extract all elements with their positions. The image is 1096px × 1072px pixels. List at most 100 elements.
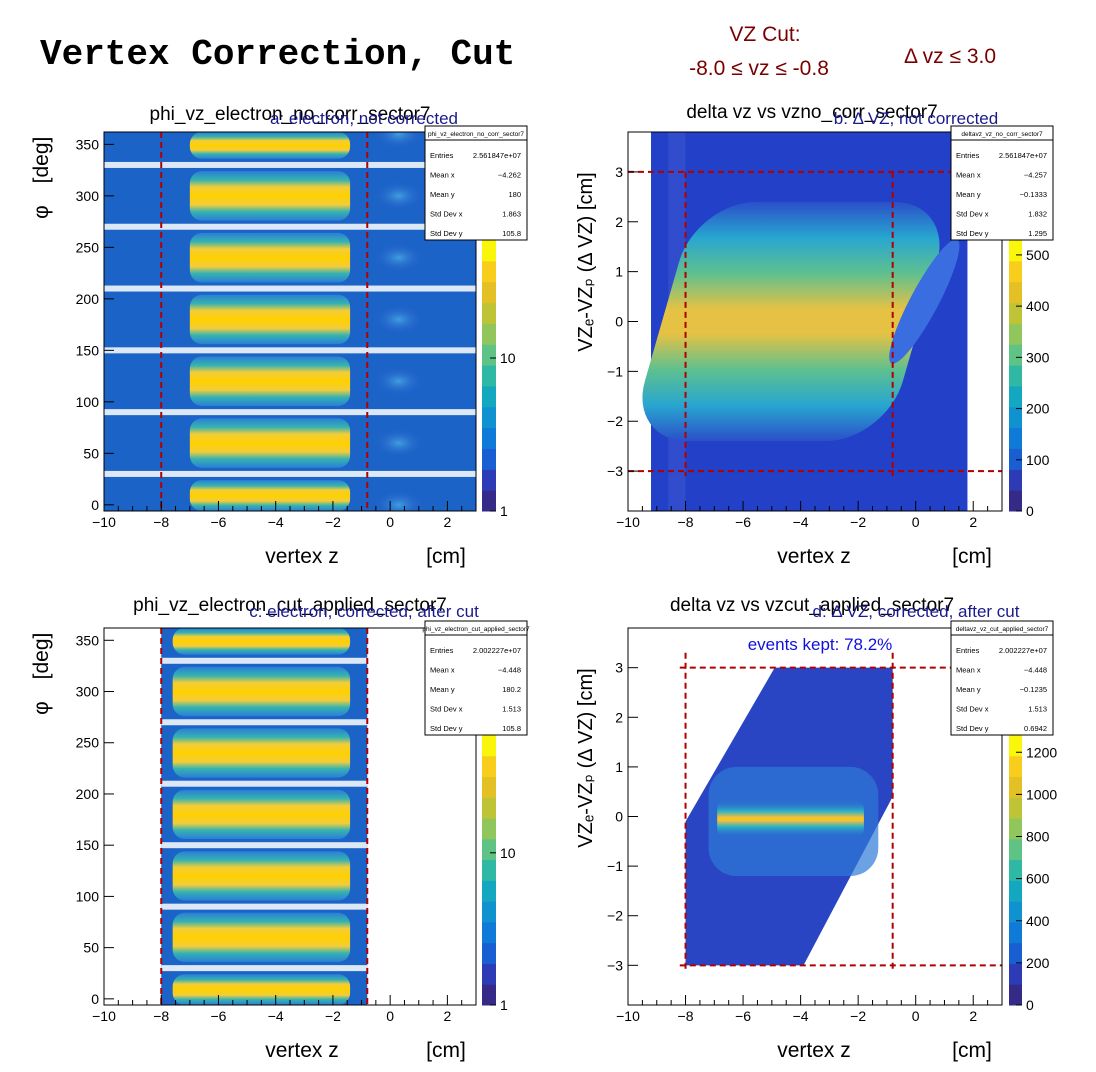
color-bar-segment <box>1009 490 1022 512</box>
stats-key: Mean y <box>956 685 981 694</box>
density-band <box>189 132 351 159</box>
color-bar-segment <box>482 323 496 345</box>
density-lobe <box>374 181 423 210</box>
color-bar-label: 200 <box>1026 401 1050 417</box>
density-band <box>172 912 351 962</box>
stats-value: −4.262 <box>498 171 521 180</box>
color-bar: 0 100 200 300 400 500 <box>1009 240 1050 519</box>
sector-gap <box>161 780 368 787</box>
color-bar-segment <box>1009 755 1022 778</box>
color-bar-segment <box>482 901 496 923</box>
y-tick-label: 1 <box>615 759 623 775</box>
stats-value: 1.832 <box>1028 210 1047 219</box>
color-bar-segment <box>1009 984 1022 1006</box>
color-bar-segment <box>1009 735 1022 757</box>
color-bar-segment <box>482 448 496 470</box>
color-bar-segment <box>482 838 496 861</box>
density-band <box>189 356 351 406</box>
stats-value: 180 <box>508 190 521 199</box>
color-bar: 1 10 <box>482 735 516 1013</box>
x-tick-label: −4 <box>268 514 284 530</box>
stats-key: Entries <box>430 646 454 655</box>
stats-value: 2.561847e+07 <box>473 151 521 160</box>
sector-gap <box>161 965 368 972</box>
color-bar-segment <box>1009 797 1022 819</box>
color-bar-label: 1 <box>500 503 508 519</box>
color-bar-segment <box>1009 365 1022 387</box>
x-tick-label: 0 <box>386 1008 394 1024</box>
color-bar-segment <box>482 921 496 944</box>
y-tick-label: 150 <box>76 342 100 358</box>
color-bar-segment <box>482 469 496 491</box>
y-tick-label: 2 <box>615 709 623 725</box>
y-tick-label: 300 <box>76 188 100 204</box>
plot-area <box>104 132 476 511</box>
x-tick-label: −2 <box>850 514 866 530</box>
x-tick-label: −8 <box>153 1008 169 1024</box>
color-bar-segment <box>1009 963 1022 985</box>
color-bar-segment <box>482 260 496 283</box>
color-bar-segment <box>1009 776 1022 798</box>
stats-value: 1.863 <box>502 210 521 219</box>
color-bar-segment <box>1009 240 1022 262</box>
color-bar-segment <box>1009 323 1022 345</box>
stats-key: Std Dev x <box>956 210 989 219</box>
plot-area <box>685 667 893 966</box>
color-bar-segment <box>482 755 496 778</box>
stats-key: Mean y <box>430 685 455 694</box>
stats-box-name: phi_vz_electron_no_corr_sector7 <box>428 131 524 138</box>
color-bar-label: 500 <box>1026 247 1050 263</box>
secondary-lobe <box>889 239 960 364</box>
x-axis-label: vertex z <box>777 545 851 568</box>
y-tick-label: 150 <box>76 837 100 853</box>
vz-cut-range: -8.0 ≤ vz ≤ -0.8 <box>689 57 829 80</box>
color-bar-segment <box>1009 281 1022 304</box>
density-band <box>189 480 351 511</box>
color-bar-segment <box>1009 344 1022 366</box>
density-band <box>189 232 351 283</box>
color-bar-label: 600 <box>1026 871 1050 887</box>
density-band <box>189 171 351 221</box>
stats-value: 1.513 <box>1028 705 1047 714</box>
color-bar-segment <box>482 859 496 881</box>
x-tick-label: −10 <box>616 1008 640 1024</box>
x-tick-label: −4 <box>268 1008 284 1024</box>
color-bar-label: 0 <box>1026 997 1034 1013</box>
stats-key: Entries <box>956 646 980 655</box>
density-lobe <box>374 429 423 458</box>
stats-value: 1.295 <box>1028 229 1047 238</box>
density-lobe <box>374 490 423 511</box>
y-tick-label: 2 <box>615 214 623 230</box>
color-bar-segment <box>1009 427 1022 449</box>
y-tick-label: 3 <box>615 164 623 180</box>
y-tick-label: 1 <box>615 264 623 280</box>
stats-value: 2.561847e+07 <box>999 151 1047 160</box>
color-bar-segment <box>1009 901 1022 923</box>
density-band <box>172 666 351 717</box>
y-axis-label: VZₑ-VZₚ (Δ VZ) [cm] <box>575 668 597 847</box>
density-band <box>172 628 351 655</box>
color-bar: 0 200 400 600 800 1000 1200 <box>1009 735 1057 1013</box>
y-axis-unit: [deg] <box>30 633 53 680</box>
plot-area <box>628 132 1002 511</box>
color-bar-label: 1 <box>500 997 508 1013</box>
color-bar-segment <box>1009 469 1022 491</box>
panel-title: delta vz vs vzno_corr_sector7 <box>686 102 937 123</box>
sector-gap <box>104 347 476 354</box>
x-tick-label: 0 <box>386 514 394 530</box>
density-ridge <box>717 799 864 839</box>
density-lobe <box>374 132 423 149</box>
color-bar-label: 0 <box>1026 503 1034 519</box>
color-bar-segment <box>482 406 496 429</box>
x-tick-label: 2 <box>443 1008 451 1024</box>
stats-key: Mean x <box>430 666 455 675</box>
stats-key: Mean y <box>430 190 455 199</box>
x-tick-label: −4 <box>793 514 809 530</box>
color-bar-segment <box>1009 406 1022 429</box>
y-tick-label: 0 <box>615 314 623 330</box>
panel-title: phi_vz_electron_no_corr_sector7 <box>150 104 431 125</box>
stats-key: Mean y <box>956 190 981 199</box>
x-tick-label: 0 <box>912 514 920 530</box>
x-axis-label: vertex z <box>265 1039 339 1062</box>
stats-value: −4.448 <box>1024 666 1047 675</box>
